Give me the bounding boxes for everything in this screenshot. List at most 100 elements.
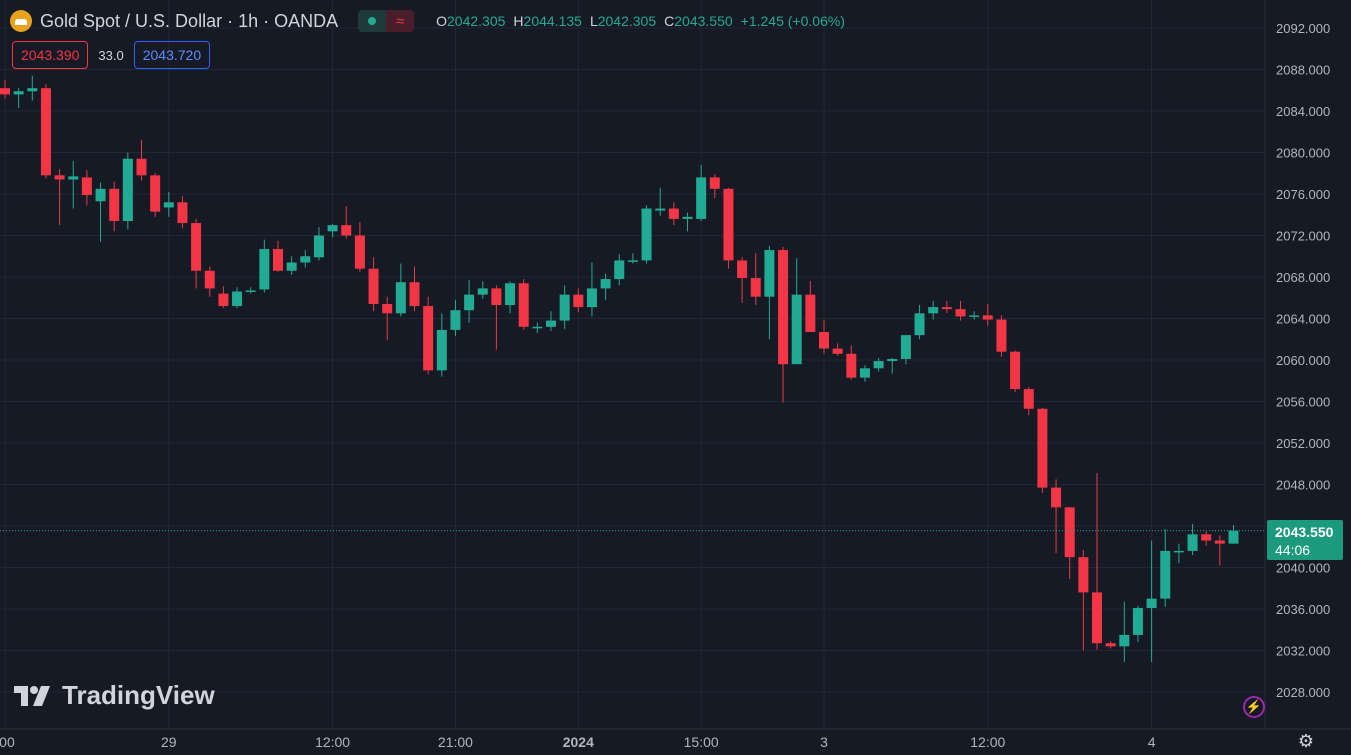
candle — [232, 287, 243, 309]
candle — [996, 315, 1007, 357]
candle-body — [1228, 530, 1239, 544]
candle — [668, 202, 679, 226]
candle — [245, 287, 256, 294]
candle — [1160, 529, 1171, 607]
candle — [900, 335, 911, 365]
candle — [259, 239, 270, 293]
candle-body — [13, 91, 24, 95]
candle-body — [996, 319, 1007, 352]
lightning-icon[interactable]: ⚡ — [1243, 696, 1265, 718]
price-tick-label: 2040.000 — [1276, 561, 1330, 576]
candle-body — [764, 250, 775, 297]
time-tick-label: 21:00 — [438, 734, 473, 750]
candle-body — [1187, 534, 1198, 551]
time-axis[interactable]: :00 29 12:00 21:00 2024 15:00 3 12:00 4 — [0, 734, 1156, 750]
candle — [27, 75, 38, 101]
candle-body — [464, 294, 475, 311]
candle — [1201, 531, 1212, 546]
price-tick-label: 2084.000 — [1276, 104, 1330, 119]
price-tick-label: 2068.000 — [1276, 270, 1330, 285]
market-status-pill[interactable]: ≈ — [358, 10, 415, 32]
candle — [191, 218, 202, 289]
candle — [136, 140, 147, 181]
candle — [518, 279, 529, 330]
candle — [177, 196, 188, 229]
candle — [859, 365, 870, 382]
candle — [40, 84, 51, 179]
candle-body — [832, 348, 843, 354]
candle — [409, 266, 420, 312]
gold-bars-icon — [10, 10, 32, 32]
candle-body — [1037, 408, 1048, 488]
price-tick-label: 2036.000 — [1276, 602, 1330, 617]
candle-body — [300, 256, 311, 263]
candle-body — [586, 288, 597, 308]
candle-body — [696, 177, 707, 219]
ohlc-values: O2042.305 H2044.135 L2042.305 C2043.550 … — [436, 13, 845, 29]
candle-body — [682, 216, 693, 219]
time-tick-label: 15:00 — [684, 734, 719, 750]
candle-body — [887, 358, 898, 362]
candle-body — [341, 225, 352, 236]
candle-body — [177, 202, 188, 224]
candle — [54, 169, 65, 226]
high-label: H — [513, 13, 524, 29]
candle — [969, 311, 980, 320]
data-delayed-icon[interactable]: ≈ — [386, 10, 415, 32]
candle-body — [532, 326, 543, 329]
price-axis[interactable]: 2092.000 2088.000 2084.000 2080.000 2076.000… — [1276, 21, 1330, 700]
candle-body — [859, 368, 870, 378]
price-tick-label: 2064.000 — [1276, 312, 1330, 327]
high-value: 2044.135 — [523, 13, 582, 29]
candle-body — [204, 270, 215, 289]
candle — [819, 319, 829, 354]
price-tick-label: 2052.000 — [1276, 436, 1330, 451]
candle — [1051, 479, 1062, 553]
candle-body — [450, 310, 461, 330]
candle-body — [914, 313, 925, 336]
settings-gear-icon[interactable]: ⚙ — [1297, 730, 1315, 751]
candle — [723, 187, 734, 269]
chart-legend: Gold Spot / U.S. Dollar · 1h · OANDA ≈ O… — [10, 8, 845, 34]
candle — [1132, 605, 1143, 643]
price-tick-label: 2092.000 — [1276, 21, 1330, 36]
candle-body — [941, 307, 952, 310]
candle — [0, 79, 10, 99]
candle-body — [778, 250, 789, 365]
buy-button[interactable]: 2043.720 — [133, 41, 211, 69]
candle-body — [395, 282, 406, 314]
price-tick-label: 2048.000 — [1276, 478, 1330, 493]
candle-body — [627, 260, 638, 262]
candle — [982, 303, 993, 326]
candle — [887, 357, 898, 374]
candle-body — [259, 248, 270, 290]
candle-body — [668, 208, 679, 219]
tradingview-logo-text: TradingView — [62, 680, 215, 710]
candle — [559, 285, 570, 329]
candle — [368, 257, 379, 312]
candle — [941, 300, 952, 314]
sell-button[interactable]: 2043.390 — [12, 41, 89, 69]
candle — [1146, 540, 1157, 662]
candle — [1078, 549, 1089, 651]
candle-body — [723, 188, 734, 261]
candle — [600, 273, 611, 300]
time-tick-label: 2024 — [563, 734, 594, 750]
candle — [778, 246, 789, 403]
candle-body — [819, 331, 829, 349]
candle-body — [273, 248, 283, 271]
candle — [832, 343, 843, 356]
candle-body — [791, 294, 802, 365]
candle — [204, 266, 215, 297]
market-open-icon[interactable] — [358, 10, 387, 32]
symbol-title[interactable]: Gold Spot / U.S. Dollar · 1h · OANDA — [40, 10, 339, 31]
tradingview-logo[interactable]: TradingView — [14, 680, 215, 711]
price-tick-label: 2056.000 — [1276, 395, 1330, 410]
candle — [737, 257, 748, 303]
spread-value: 33.0 — [98, 47, 124, 63]
open-label: O — [436, 13, 447, 29]
candle-body — [846, 353, 857, 378]
candle — [163, 191, 174, 217]
candle-body — [928, 307, 939, 314]
